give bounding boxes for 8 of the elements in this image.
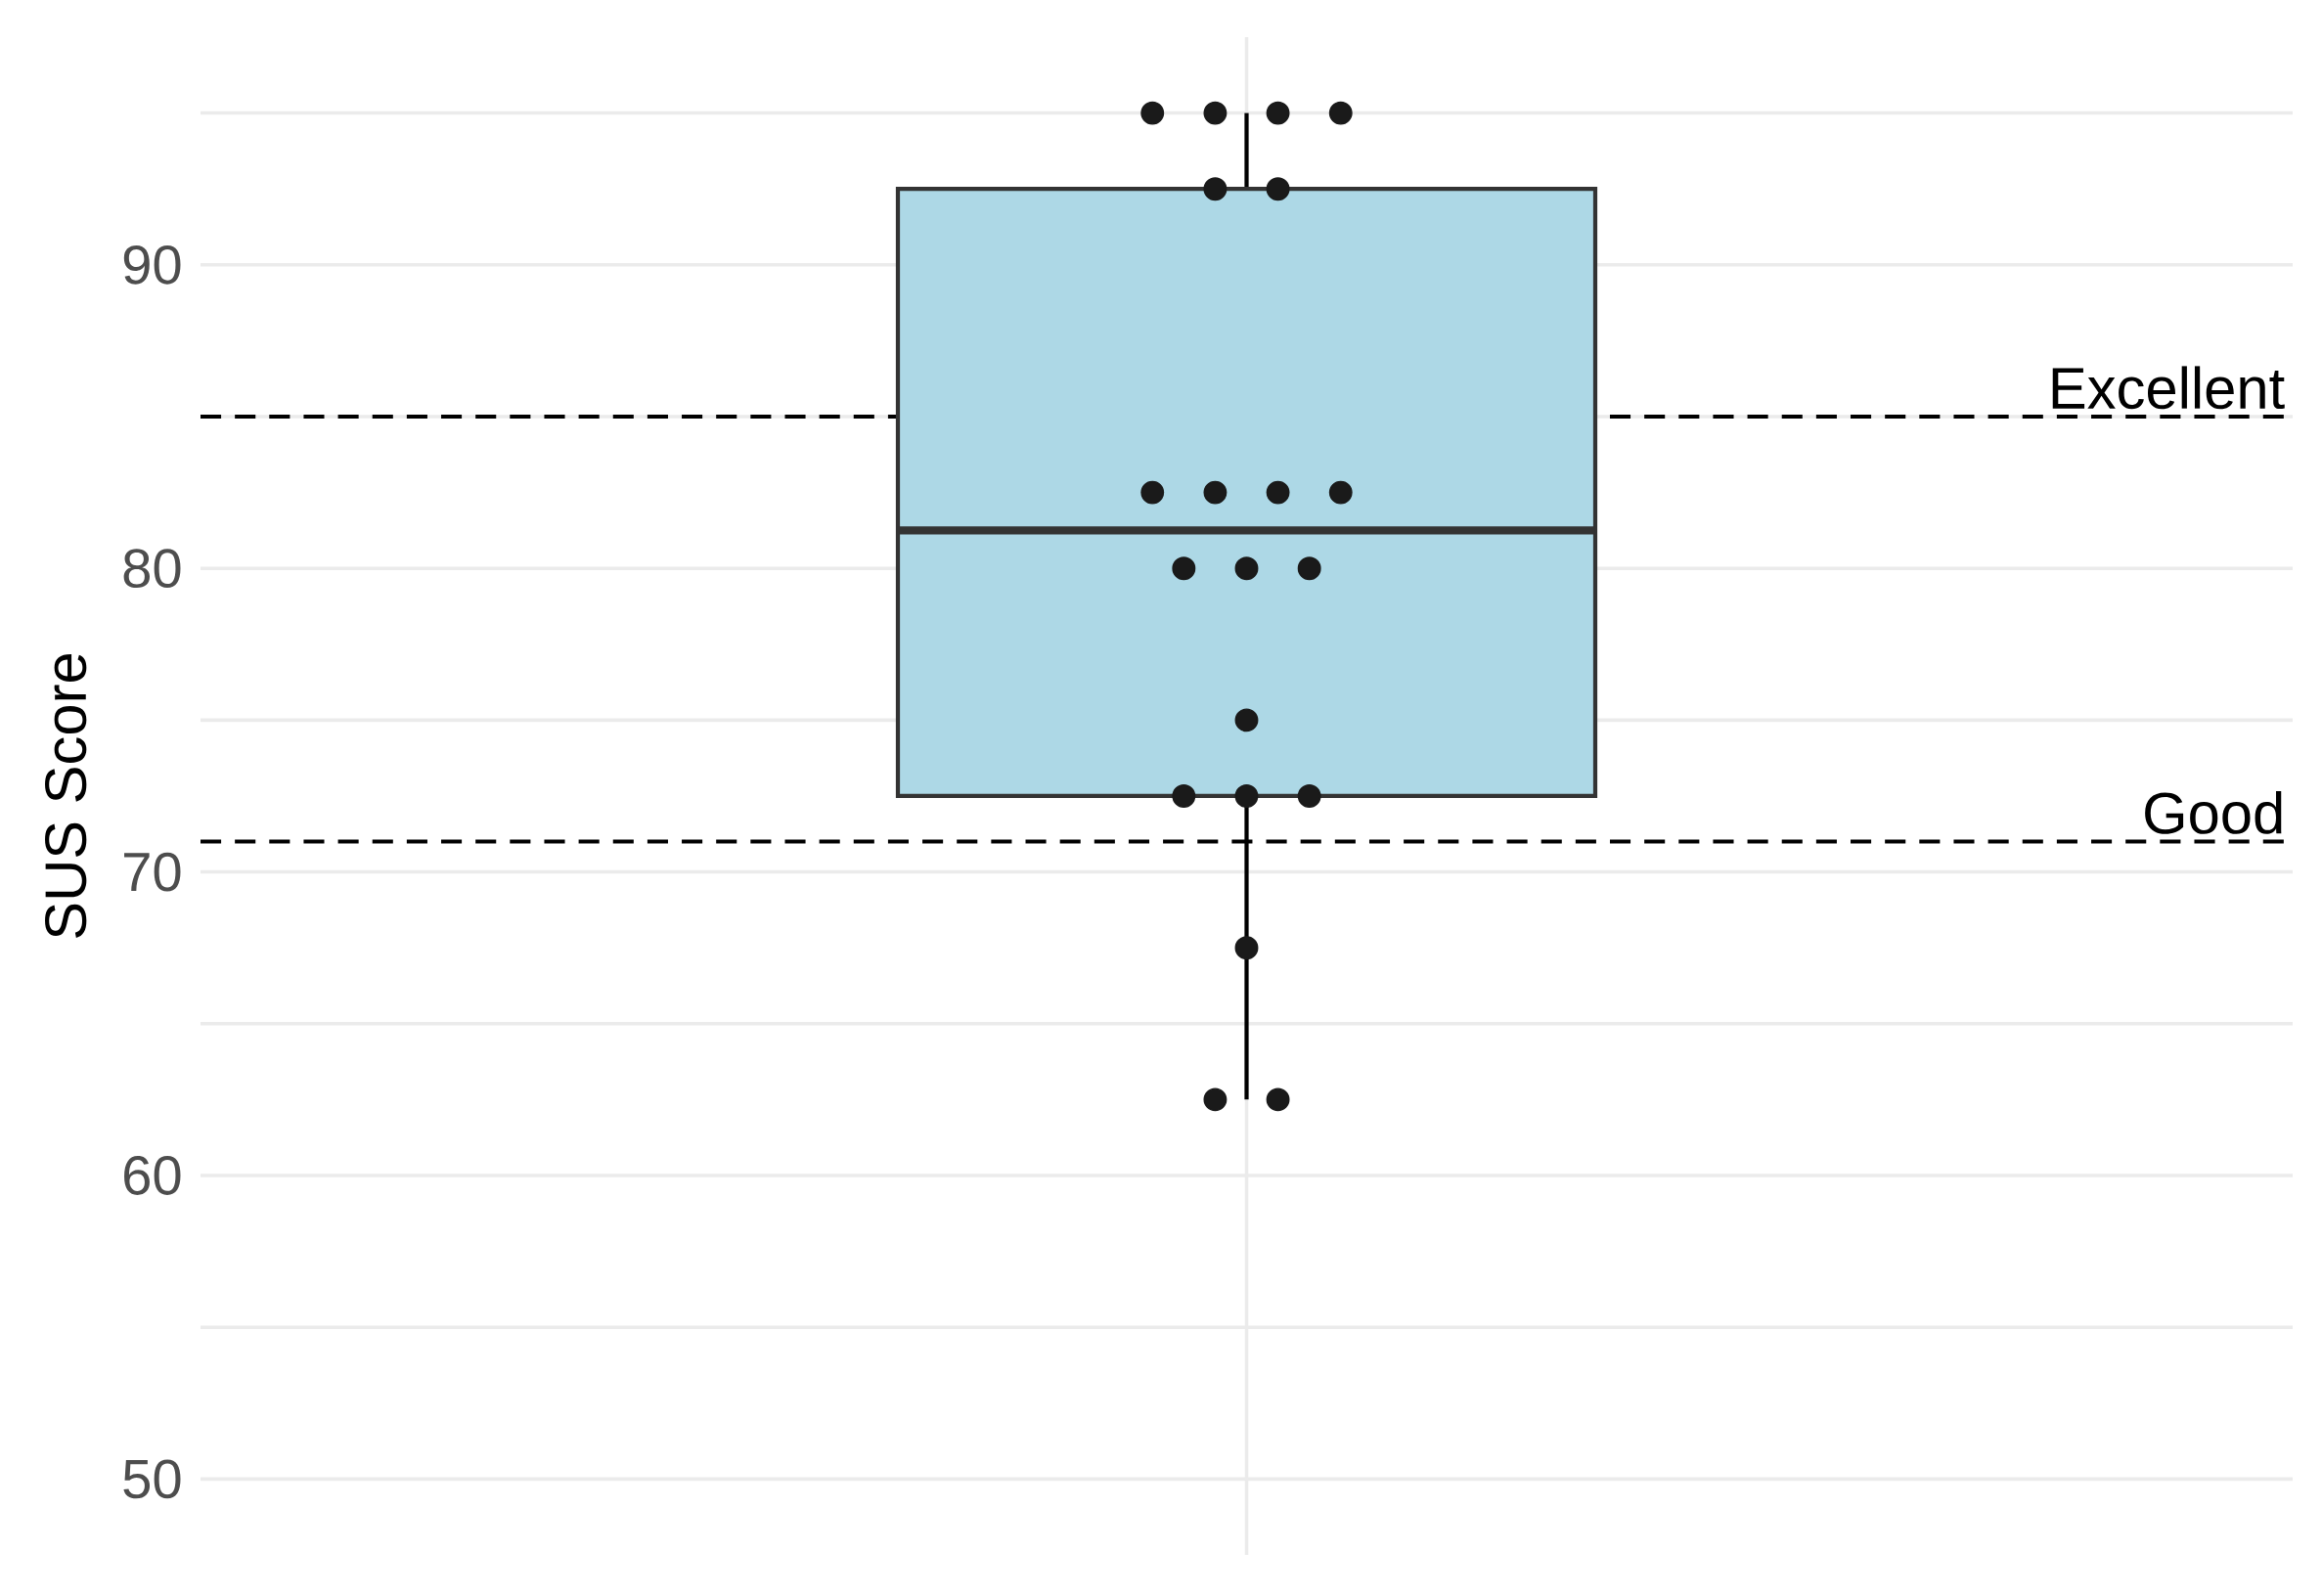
ref-line-label: Good [2145,790,2282,834]
ref-line-label: Excellent [2052,366,2285,410]
y-axis-title: SUS Score [45,653,87,939]
y-tick-label: 90 [123,244,181,285]
y-tick-label: 80 [123,549,181,589]
y-tick-label: 70 [124,852,181,892]
y-tick-label: 60 [124,1156,181,1195]
y-tick-label: 50 [123,1459,181,1499]
